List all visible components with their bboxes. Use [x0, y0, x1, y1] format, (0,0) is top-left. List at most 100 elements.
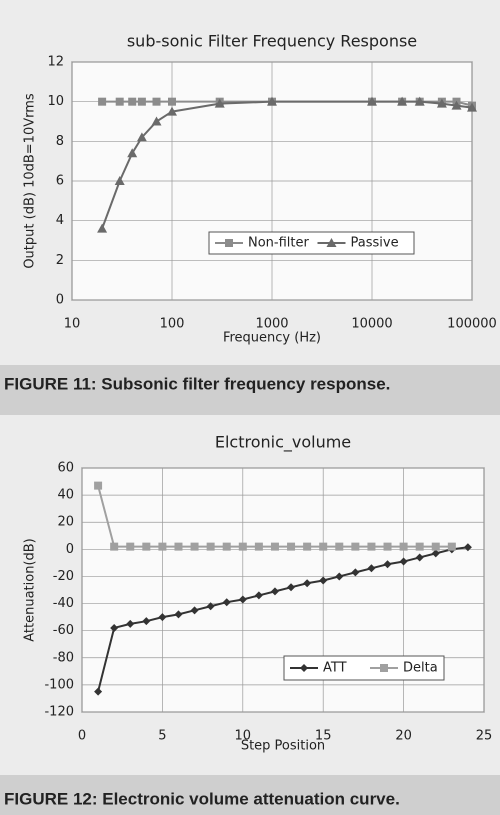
x-axis-label: Step Position: [241, 739, 325, 754]
y-tick-label: 10: [47, 94, 64, 109]
marker: [367, 542, 376, 551]
marker: [270, 587, 279, 596]
marker: [254, 542, 263, 551]
marker: [415, 553, 424, 562]
marker: [463, 543, 472, 552]
marker: [383, 542, 392, 551]
marker: [151, 116, 162, 126]
legend-label: Passive: [351, 236, 399, 251]
legend-marker: [326, 238, 337, 247]
marker: [98, 97, 107, 106]
marker: [126, 542, 135, 551]
marker: [436, 98, 447, 108]
marker: [174, 610, 183, 619]
x-tick-label: 5: [158, 729, 166, 744]
marker: [367, 96, 377, 106]
marker: [110, 542, 119, 551]
marker: [399, 542, 408, 551]
chart-title: sub-sonic Filter Frequency Response: [127, 32, 417, 51]
marker: [238, 595, 247, 604]
marker: [152, 97, 161, 106]
marker: [414, 96, 425, 106]
marker: [114, 176, 125, 185]
marker: [128, 97, 137, 106]
legend-marker: [225, 239, 233, 247]
marker: [303, 579, 312, 588]
marker: [287, 583, 296, 592]
y-tick-label: 12: [47, 55, 64, 70]
marker: [238, 542, 247, 551]
y-tick-label: -20: [53, 569, 74, 584]
marker: [110, 623, 119, 632]
legend-box: [208, 231, 415, 255]
marker: [158, 613, 167, 622]
marker: [399, 557, 408, 566]
marker: [168, 97, 176, 106]
marker: [383, 560, 392, 569]
marker: [127, 148, 138, 158]
marker: [126, 619, 135, 628]
series-line: [101, 100, 473, 229]
marker: [222, 598, 231, 607]
y-tick-label: -100: [44, 677, 74, 692]
marker: [319, 576, 328, 585]
y-tick-label: -120: [44, 705, 74, 720]
chart-title: Elctronic_volume: [215, 433, 351, 453]
y-tick-label: 60: [57, 461, 74, 476]
marker: [190, 542, 199, 551]
marker: [137, 97, 146, 106]
marker: [94, 481, 103, 490]
marker: [287, 542, 296, 551]
x-tick-label: 10: [235, 729, 252, 744]
x-axis-label: Frequency (Hz): [223, 331, 321, 346]
marker: [431, 542, 440, 551]
marker: [214, 98, 225, 108]
marker: [158, 542, 167, 551]
marker: [206, 542, 215, 551]
marker: [335, 572, 344, 581]
x-tick-label: 10: [64, 317, 81, 332]
x-tick-label: 15: [315, 729, 332, 744]
x-tick-label: 1000: [255, 317, 288, 332]
marker: [94, 687, 103, 696]
marker: [97, 223, 108, 233]
marker: [190, 606, 199, 615]
legend-marker: [300, 664, 308, 672]
caption: FIGURE 12: Electronic volume attenuation…: [4, 789, 400, 808]
marker: [270, 542, 279, 551]
marker: [351, 568, 360, 577]
y-tick-label: 8: [56, 134, 64, 149]
legend-marker: [380, 664, 388, 672]
x-tick-label: 10000: [351, 317, 392, 332]
y-axis-label: Attenuation(dB): [23, 538, 38, 642]
y-axis-label: Output (dB) 10dB=10Vrms: [23, 93, 38, 269]
marker: [136, 132, 147, 142]
x-tick-label: 0: [78, 729, 86, 744]
y-tick-label: 4: [56, 213, 64, 228]
marker: [142, 542, 151, 551]
caption: FIGURE 11: Subsonic filter frequency res…: [4, 374, 390, 393]
marker: [467, 102, 477, 112]
x-tick-label: 25: [476, 729, 493, 744]
caption-band-1: [0, 365, 500, 415]
marker: [222, 542, 231, 551]
marker: [142, 617, 151, 626]
y-tick-label: 6: [56, 174, 64, 189]
legend-label: ATT: [323, 661, 347, 676]
x-tick-label: 100: [160, 317, 185, 332]
marker: [115, 97, 124, 106]
caption-band-2: [0, 775, 500, 815]
marker: [351, 542, 360, 551]
y-tick-label: 0: [56, 293, 64, 308]
marker: [174, 542, 183, 551]
y-tick-label: -60: [53, 623, 74, 638]
marker: [451, 100, 462, 110]
legend-label: Non-filter: [248, 236, 310, 251]
x-tick-label: 100000: [447, 317, 497, 332]
marker: [335, 542, 344, 551]
y-tick-label: 20: [57, 515, 74, 530]
y-tick-label: -40: [53, 596, 74, 611]
marker: [167, 106, 177, 116]
marker: [415, 542, 424, 551]
